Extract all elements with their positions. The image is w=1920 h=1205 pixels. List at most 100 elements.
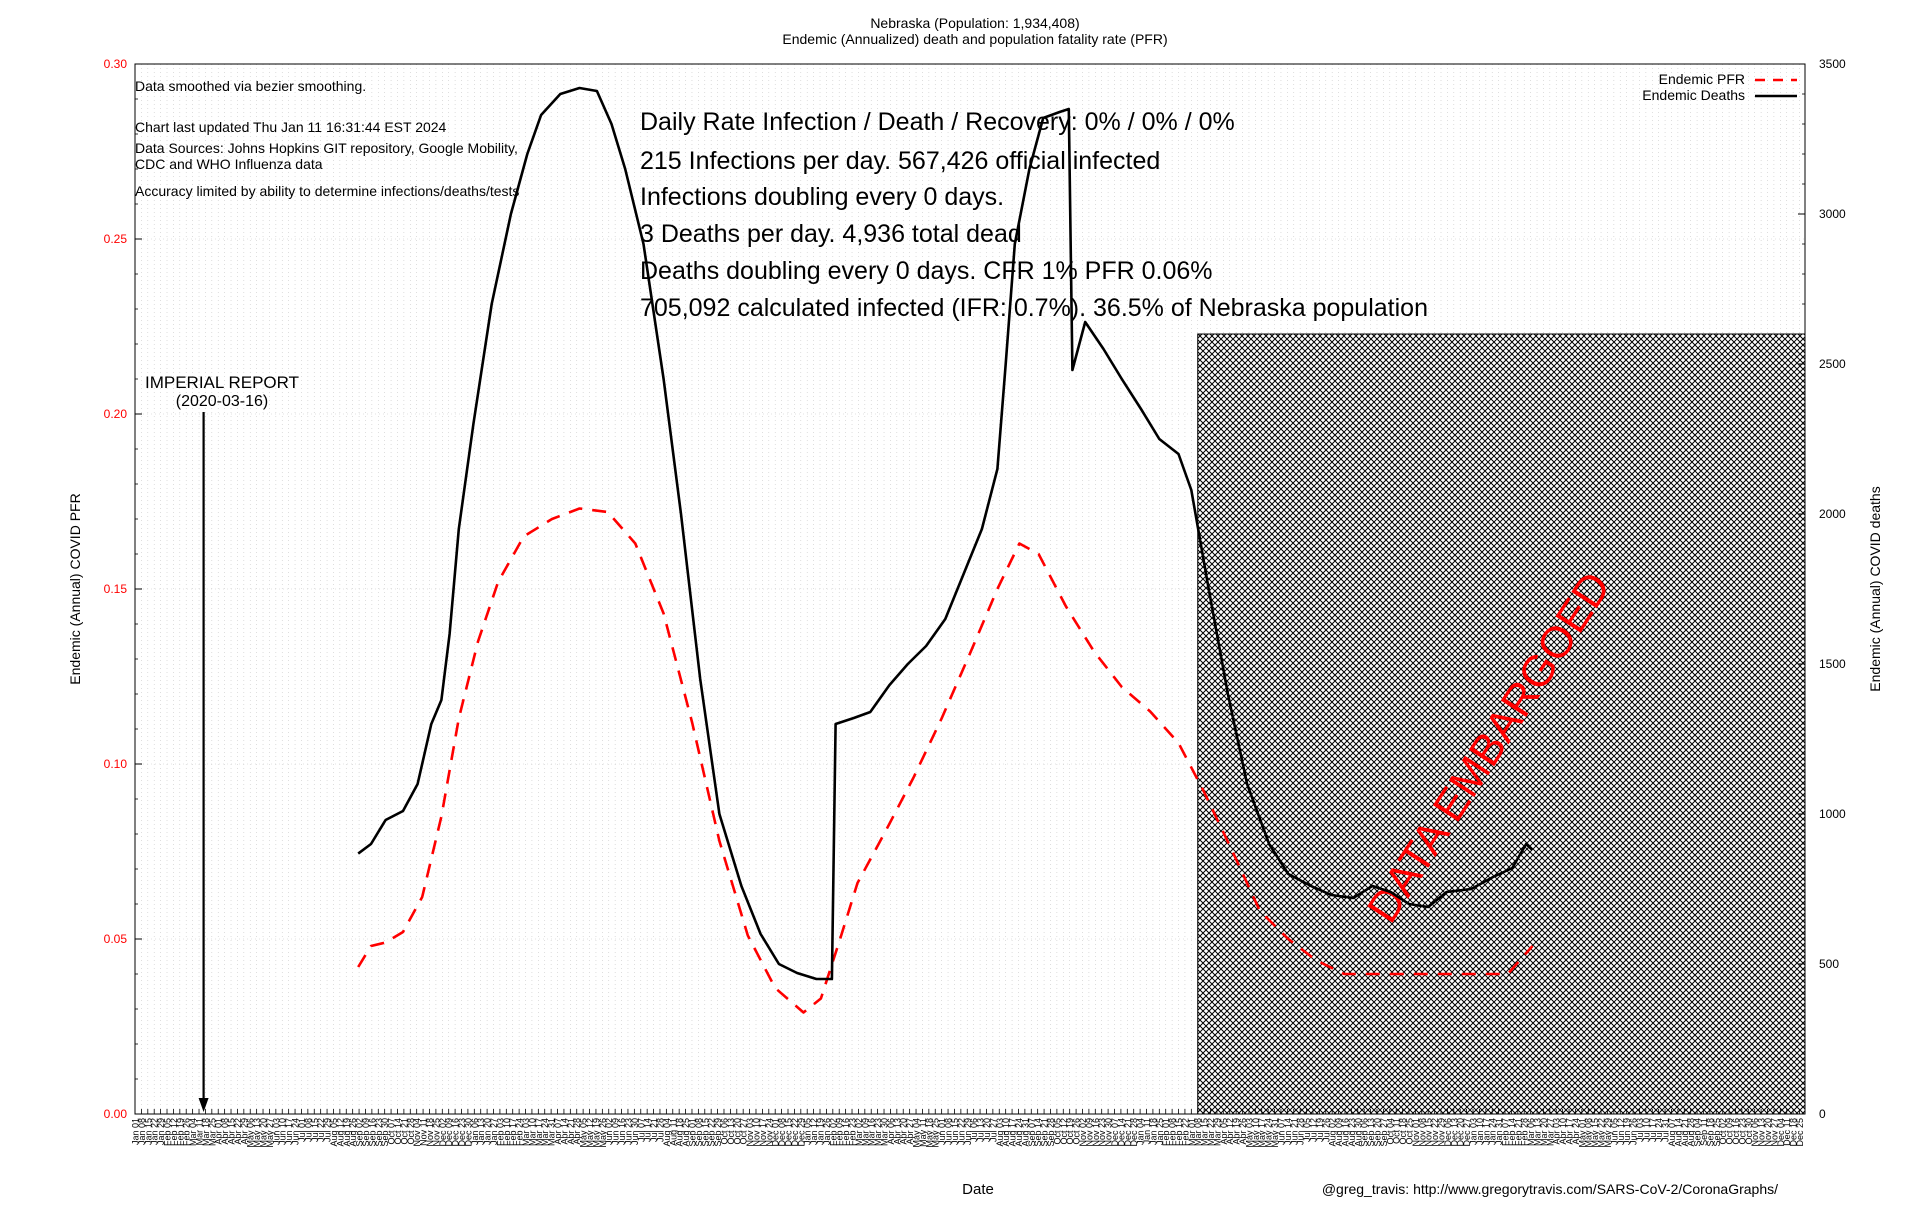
x-tick-label: Sep 23 [374,1118,384,1147]
x-tick-label: Dec 27 [1462,1118,1472,1147]
x-tick-label: Apr 10 [1558,1118,1568,1145]
x-tick-label: May 15 [1590,1118,1600,1148]
x-tick-label: Mar 20 [1539,1118,1549,1146]
x-tick-label: Feb 19 [175,1118,185,1146]
x-tick-label: Mar 02 [854,1118,864,1146]
x-tick-label: Oct 26 [1072,1118,1082,1145]
x-tick-label: Mar 17 [534,1118,544,1146]
x-tick-label: Oct 21 [399,1118,409,1145]
x-tick-label: Jan 20 [483,1118,493,1145]
x-tick-label: Oct 05 [1052,1118,1062,1145]
x-tick-label: Jun 03 [271,1118,281,1145]
x-tick-label: May 04 [912,1118,922,1148]
x-tick-label: Jun 05 [1609,1118,1619,1145]
x-tick-label: Jul 20 [982,1118,992,1142]
x-tick-label: Oct 20 [732,1118,742,1145]
stat-infections: 215 Infections per day. 567,426 official… [640,147,1160,175]
imperial-label: IMPERIAL REPORT [145,373,299,392]
x-tick-label: Sep 28 [1046,1118,1056,1147]
x-tick-label: Oct 18 [1398,1118,1408,1145]
x-tick-label: Jun 10 [278,1118,288,1145]
y-tick-label: 0.15 [104,582,128,596]
x-tick-label: Jan 01 [131,1118,141,1145]
x-tick-label: Aug 14 [1673,1118,1683,1147]
x-tick-label: Oct 07 [387,1118,397,1145]
x-tick-label: May 13 [252,1118,262,1148]
x-tick-label: Apr 05 [1219,1118,1229,1145]
x-tick-label: Nov 18 [425,1118,435,1147]
y-axis-right: 0 500 1000 1500 2000 2500 3000 3500 [1798,57,1846,1121]
x-axis-label: Date [962,1181,994,1198]
x-tick-label: Aug 02 [1328,1118,1338,1147]
x-tick-label: Mar 13 [1533,1118,1543,1146]
x-tick-label: Oct 30 [1744,1118,1754,1145]
x-tick-label: Oct 19 [1065,1118,1075,1145]
x-tick-label: Jul 19 [1315,1118,1325,1142]
x-tick-label: Nov 13 [1757,1118,1767,1147]
x-tick-label: May 01 [1577,1118,1587,1148]
x-tick-label: Jan 19 [816,1118,826,1145]
x-tick-label: Jul 22 [316,1118,326,1142]
x-tick-label: Nov 08 [1417,1118,1427,1147]
x-tick-label: Nov 23 [1097,1118,1107,1147]
x-tick-label: Jun 02 [604,1118,614,1145]
y2-tick-label: 1500 [1819,657,1846,671]
x-tick-label: Dec 09 [444,1118,454,1147]
x-tick-label: Aug 19 [342,1118,352,1147]
x-tick-label: Mar 31 [547,1118,557,1146]
x-tick-label: Sep 11 [1699,1118,1709,1146]
x-tick-label: Aug 26 [348,1118,358,1147]
x-tick-label: Nov 06 [1750,1118,1760,1147]
x-tick-label: Sep 14 [1033,1118,1043,1147]
x-tick-label: Apr 13 [892,1118,902,1145]
x-tick-label: Nov 01 [1411,1118,1421,1147]
chart-subtitle: Endemic (Annualized) death and populatio… [782,31,1167,47]
y-tick-label: 0.00 [104,1107,128,1121]
x-tick-label: Nov 02 [1078,1118,1088,1147]
x-tick-label: Jan 18 [1148,1118,1158,1145]
x-tick-label: Apr 03 [1552,1118,1562,1145]
x-tick-label: Jan 11 [1142,1118,1152,1144]
x-tick-label: Jun 17 [284,1118,294,1145]
x-tick-label: Dec 11 [1782,1118,1792,1146]
chart-title: Nebraska (Population: 1,934,408) [870,15,1079,31]
y2-axis-label: Endemic (Annual) COVID deaths [1867,486,1883,691]
x-tick-label: Jun 19 [1622,1118,1632,1145]
x-tick-label: Mar 16 [867,1118,877,1146]
x-tick-label: Sep 20 [1372,1118,1382,1147]
x-tick-label: Apr 22 [233,1118,243,1145]
x-tick-label: Oct 27 [739,1118,749,1145]
x-tick-label: Mar 04 [188,1118,198,1146]
x-tick-label: Jun 30 [630,1118,640,1145]
y2-tick-label: 3000 [1819,207,1846,221]
x-tick-label: Nov 11 [419,1118,429,1146]
x-tick-label: Nov 03 [745,1118,755,1147]
x-tick-label: Jan 31 [1494,1118,1504,1145]
x-tick-label: Apr 29 [239,1118,249,1145]
x-tick-label: Mar 01 [1187,1118,1197,1146]
x-tick-label: Oct 14 [393,1118,403,1145]
x-tick-label: Oct 25 [1404,1118,1414,1145]
x-tick-label: Jul 29 [323,1118,333,1142]
x-tick-label: Nov 29 [1437,1118,1447,1147]
x-tick-label: Sep 29 [713,1118,723,1147]
x-tick-label: Feb 14 [1507,1118,1517,1146]
x-tick-label: Apr 08 [220,1118,230,1145]
x-tick-label: Jun 29 [963,1118,973,1145]
x-tick-label: May 31 [1270,1118,1280,1148]
y-tick-label: 0.10 [104,757,128,771]
x-tick-label: Aug 28 [1686,1118,1696,1147]
x-tick-label: Jul 28 [655,1118,665,1142]
x-tick-label: Feb 23 [848,1118,858,1146]
x-tick-label: Mar 22 [1206,1118,1216,1146]
x-tick-label: Sep 02 [355,1118,365,1147]
x-tick-label: May 27 [265,1118,275,1148]
x-tick-label: Jan 03 [1469,1118,1479,1145]
x-tick-label: Dec 14 [1116,1118,1126,1147]
imperial-report-annotation: IMPERIAL REPORT (2020-03-16) [145,373,299,1112]
x-tick-label: Jan 15 [143,1118,153,1145]
x-tick-label: Feb 12 [169,1118,179,1146]
embargo-region [1197,333,1806,1115]
x-tick-label: Dec 04 [1776,1118,1786,1147]
